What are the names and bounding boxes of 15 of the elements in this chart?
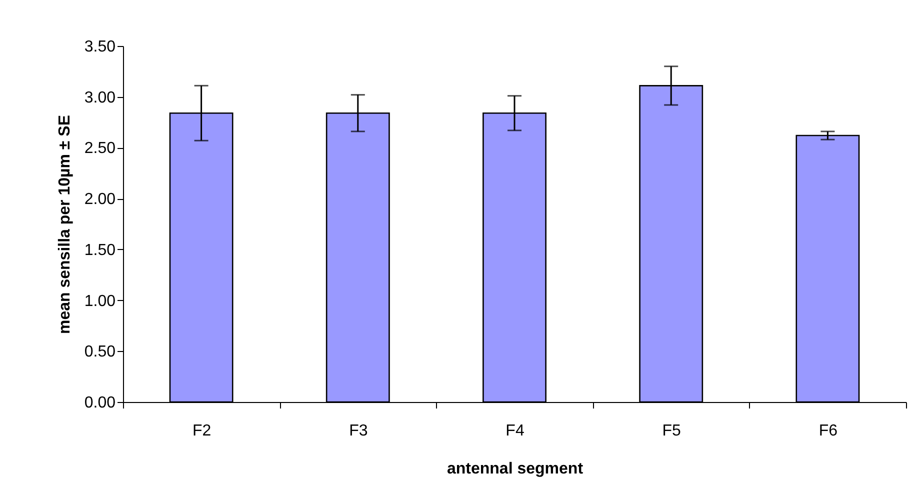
y-tick-label: 3.00 bbox=[84, 89, 116, 106]
x-tick-label: F3 bbox=[349, 422, 368, 440]
y-tick-label: 1.50 bbox=[84, 242, 116, 259]
y-axis-title: mean sensilla per 10µm ± SE bbox=[56, 114, 74, 334]
x-axis-title: antennal segment bbox=[446, 460, 584, 478]
y-tick-label: 2.50 bbox=[84, 140, 116, 158]
x-tick-label: F6 bbox=[818, 422, 838, 440]
x-tick-label: F2 bbox=[192, 422, 212, 440]
x-tick-label: F4 bbox=[506, 422, 524, 440]
y-tick-label: 3.50 bbox=[84, 38, 116, 56]
y-tick-label: 2.00 bbox=[84, 191, 116, 208]
y-tick-label: 0.50 bbox=[84, 344, 116, 361]
x-tick-label: F5 bbox=[662, 422, 682, 440]
y-tick-label: 0.00 bbox=[84, 394, 116, 412]
y-tick-label: 1.00 bbox=[84, 292, 116, 310]
